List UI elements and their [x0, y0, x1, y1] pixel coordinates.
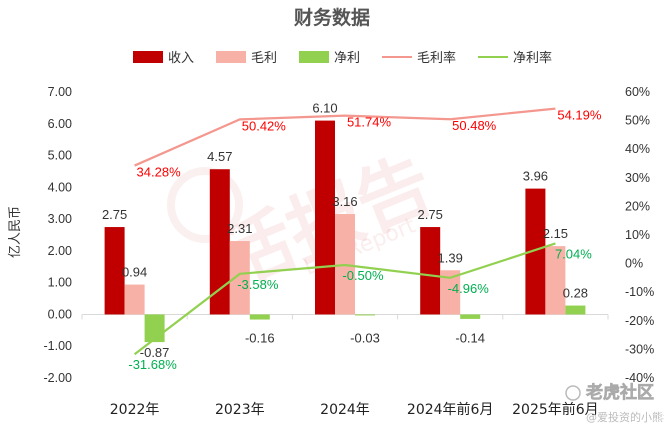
data-label-毛利率: 51.74%: [347, 115, 392, 130]
data-label-净利率: -31.68%: [128, 357, 177, 372]
line-series: [133, 107, 556, 356]
y2-tick-label: -10%: [625, 285, 654, 299]
bar-收入: [525, 188, 546, 315]
bar-净利: [249, 314, 270, 320]
watermark-author: @爱投资的小熊猫: [586, 410, 664, 424]
y2-tick-label: 40%: [625, 142, 650, 156]
watermark-logo-icon: [167, 167, 243, 243]
chart-title: 财务数据: [294, 6, 370, 29]
data-label-gross-profit: 2.31: [227, 221, 252, 236]
data-label-gross-profit: 3.16: [332, 194, 357, 209]
watermark-footer: 老虎社区 @爱投资的小熊猫: [565, 382, 664, 424]
y-axis-label: 亿人民币: [8, 206, 23, 258]
data-labels: 2.75 4.57 6.10 2.75 3.96 0.94 2.31 3.16 1.39 2.15…: [102, 101, 602, 373]
bar-收入: [209, 169, 230, 315]
legend-item-1-label: 毛利: [251, 51, 277, 66]
y2-tick-label: -30%: [625, 342, 654, 356]
data-label-净利率: -0.50%: [342, 268, 384, 283]
line-毛利率: [134, 107, 556, 167]
bar-毛利: [545, 246, 566, 315]
y-tick-label: 4.00: [48, 180, 72, 194]
bar-毛利: [440, 270, 461, 315]
x-tick-label: 2023年: [215, 402, 265, 418]
y2-tick-label: 0%: [625, 257, 643, 271]
data-label-net-profit: -0.03: [350, 330, 380, 345]
data-label-net-profit: -0.87: [140, 345, 170, 360]
data-label-净利率: 7.04%: [555, 246, 592, 261]
data-label-毛利率: 50.48%: [452, 118, 497, 133]
data-label-净利率: -4.96%: [448, 281, 490, 296]
y-tick-label: 1.00: [48, 276, 72, 290]
data-label-毛利率: 54.19%: [557, 108, 602, 123]
data-label-revenue: 2.75: [102, 207, 127, 222]
y-tick-label: 6.00: [48, 117, 72, 131]
y-tick-label: 2.00: [48, 244, 72, 258]
y-tick-label: 3.00: [48, 212, 72, 226]
legend-item-2-swatch: [299, 51, 329, 63]
chart-legend: 收入 毛利 净利 毛利率 净利率: [133, 50, 552, 66]
data-label-revenue: 4.57: [207, 149, 232, 164]
y2-tick-label: 10%: [625, 228, 650, 242]
data-label-gross-profit: 1.39: [438, 250, 463, 265]
y2-tick-label: -40%: [625, 371, 654, 385]
x-tick-label: 2024年前6月: [407, 401, 494, 418]
y2-tick-label: 60%: [625, 85, 650, 99]
y2-tick-label: 30%: [625, 171, 650, 185]
data-label-revenue: 6.10: [312, 101, 337, 116]
line-净利率: [133, 242, 556, 356]
data-label-net-profit: -0.16: [245, 330, 275, 345]
legend-item-0-swatch: [133, 51, 163, 63]
bar-净利: [565, 305, 586, 315]
y-tick-label: 7.00: [48, 85, 72, 99]
data-label-gross-profit: 0.94: [122, 265, 147, 280]
data-label-毛利率: 34.28%: [137, 165, 182, 180]
data-label-net-profit: -0.14: [455, 330, 485, 345]
bar-毛利: [229, 241, 250, 315]
y2-tick-label: 20%: [625, 199, 650, 213]
y-tick-label: -2.00: [44, 371, 73, 385]
bar-净利: [355, 314, 375, 316]
data-label-net-profit: 0.28: [563, 286, 588, 301]
legend-item-3-label: 毛利率: [417, 50, 456, 66]
legend-item-0-label: 收入: [168, 51, 194, 66]
data-label-毛利率: 50.42%: [242, 118, 287, 133]
legend-item-2-label: 净利: [334, 51, 360, 66]
y-tick-label: 0.00: [48, 307, 72, 321]
bar-收入: [420, 227, 441, 315]
data-label-gross-profit: 2.15: [543, 226, 568, 241]
y2-tick-label: -20%: [625, 314, 654, 328]
bar-series: [104, 120, 586, 343]
x-tick-label: 2024年: [320, 402, 370, 418]
legend-item-1-swatch: [216, 51, 246, 63]
data-label-净利率: -3.58%: [237, 277, 279, 292]
bar-净利: [460, 314, 481, 319]
y-tick-label: 5.00: [48, 149, 72, 163]
x-tick-label: 2025年前6月: [512, 401, 599, 418]
bar-毛利: [124, 284, 145, 315]
y2-tick-label: 50%: [625, 114, 650, 128]
data-label-revenue: 3.96: [523, 169, 548, 184]
watermark-community: 老虎社区: [585, 382, 654, 403]
y-tick-label: -1.00: [44, 339, 73, 353]
bar-收入: [315, 120, 335, 315]
x-tick-label: 2022年: [110, 402, 160, 418]
data-label-revenue: 2.75: [418, 207, 443, 222]
tiger-logo-icon: [565, 385, 581, 401]
bar-收入: [104, 227, 125, 315]
legend-item-4-label: 净利率: [513, 50, 552, 66]
